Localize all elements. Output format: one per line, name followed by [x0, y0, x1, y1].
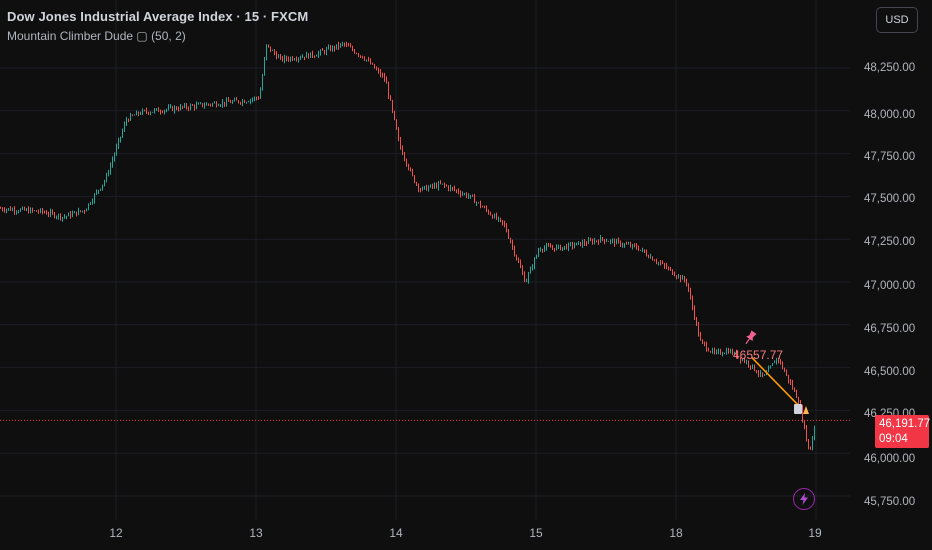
price-axis-label: 47,500.00	[864, 193, 916, 205]
price-axis-label: 46,000.00	[864, 453, 916, 465]
pin-icon	[745, 330, 757, 345]
symbol-title[interactable]: Dow Jones Industrial Average Index · 15 …	[7, 9, 309, 24]
price-axis-label: 47,250.00	[864, 236, 916, 248]
indicator-legend[interactable]: Mountain Climber Dude ▢ (50, 2)	[7, 29, 186, 43]
time-axis-label: 12	[109, 526, 123, 540]
currency-button[interactable]: USD	[876, 7, 918, 33]
chart-area[interactable]	[0, 0, 850, 520]
time-axis-label: 13	[249, 526, 263, 540]
time-axis-label: 15	[529, 526, 543, 540]
lightning-glyph	[800, 493, 808, 505]
price-axis[interactable]: 48,250.00 48,000.00 47,750.00 47,500.00 …	[850, 0, 932, 520]
price-chart[interactable]	[0, 0, 850, 520]
price-axis-label: 48,250.00	[864, 62, 916, 74]
trend-line	[751, 357, 801, 408]
flag-icon	[794, 404, 802, 414]
lightning-icon[interactable]	[793, 488, 815, 510]
price-axis-label: 45,750.00	[864, 496, 916, 508]
time-axis[interactable]: 12 13 14 15 18 19	[0, 520, 850, 550]
annotation-price-label[interactable]: 46557.77	[733, 348, 784, 362]
time-axis-label: 19	[808, 526, 822, 540]
bar-countdown: 09:04	[879, 433, 908, 445]
price-axis-label: 46,500.00	[864, 366, 916, 378]
price-axis-label: 47,750.00	[864, 151, 916, 163]
price-axis-label: 46,750.00	[864, 323, 916, 335]
last-price-tag: 46,191.77 09:04	[875, 415, 931, 448]
marker-icon	[803, 406, 809, 414]
price-axis-label: 48,000.00	[864, 109, 916, 121]
chart-header: Dow Jones Industrial Average Index · 15 …	[7, 9, 308, 43]
time-axis-label: 14	[389, 526, 403, 540]
last-price-value: 46,191.77	[879, 418, 931, 430]
price-axis-label: 47,000.00	[864, 280, 916, 292]
time-axis-label: 18	[669, 526, 683, 540]
